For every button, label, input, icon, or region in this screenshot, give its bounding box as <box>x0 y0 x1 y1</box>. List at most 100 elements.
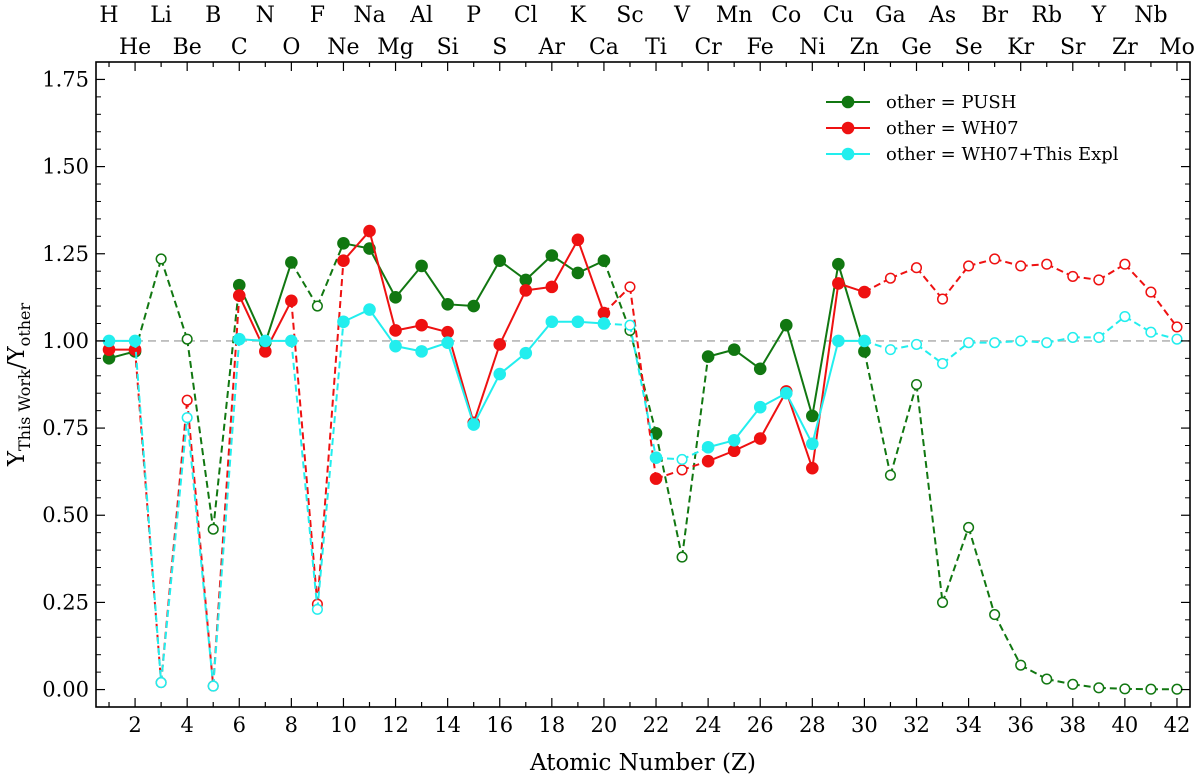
series-segment <box>785 324 814 417</box>
data-point-open <box>207 523 219 535</box>
series-segment-dashed <box>160 417 189 683</box>
element-symbol-al: Al <box>409 3 433 28</box>
element-symbol-k: K <box>570 3 587 28</box>
series-segment <box>525 321 553 354</box>
data-point <box>832 334 845 348</box>
series-segment-dashed <box>628 286 658 479</box>
axis-ticks: 0.000.250.500.751.001.251.501.752 4 6 8 10 12… <box>42 62 1190 737</box>
series-segment <box>420 265 449 305</box>
data-point <box>571 233 585 247</box>
y-axis-label-mid: /Y <box>4 346 30 370</box>
data-point <box>779 318 793 332</box>
data-point-open <box>1171 683 1183 695</box>
element-symbol-ar: Ar <box>538 35 566 60</box>
element-symbol-ca: Ca <box>589 35 619 60</box>
x-tick-label: 4 <box>180 713 193 737</box>
series-segment <box>811 264 840 417</box>
y-tick-label: 1.25 <box>42 242 89 266</box>
data-point <box>493 338 507 351</box>
data-point-open <box>1067 678 1079 690</box>
element-symbol-fe: Fe <box>747 35 774 60</box>
x-tick-label: 26 <box>747 713 774 737</box>
data-point-open <box>1041 258 1053 270</box>
element-symbol-cl: Cl <box>514 3 538 28</box>
data-point <box>701 440 715 454</box>
data-point-open <box>1093 274 1105 286</box>
element-symbol-y: Y <box>1091 3 1107 28</box>
data-point <box>545 315 559 329</box>
element-symbol-li: Li <box>150 3 172 28</box>
series-segment-dashed <box>941 265 970 300</box>
data-point <box>649 472 663 485</box>
data-point-open <box>676 551 688 563</box>
series-segment-dashed <box>212 339 241 687</box>
data-point-open <box>676 464 688 476</box>
data-point <box>285 334 298 348</box>
data-point-open <box>1041 337 1053 349</box>
legend-label: other = WH07+This Expl <box>886 144 1119 165</box>
data-point <box>545 249 559 262</box>
data-point-open <box>1015 659 1027 671</box>
data-point-open <box>1145 286 1157 298</box>
data-point <box>753 432 767 445</box>
series-3 <box>102 303 1183 692</box>
series-segment-dashed <box>290 261 319 307</box>
data-point-open <box>989 337 1001 349</box>
data-point <box>806 437 819 451</box>
element-symbol-si: Si <box>437 35 459 60</box>
series-segment-dashed <box>1124 263 1152 293</box>
y-tick-label: 0.50 <box>42 503 89 527</box>
x-tick-label: 30 <box>851 713 878 737</box>
element-symbol-na: Na <box>353 3 385 28</box>
element-symbol-mg: Mg <box>377 35 414 60</box>
series-segment <box>785 391 814 469</box>
series-segment-dashed <box>863 351 892 476</box>
data-point <box>389 339 402 353</box>
y-tick-label: 0.00 <box>42 678 89 702</box>
element-symbol-se: Se <box>955 35 983 60</box>
data-point <box>753 400 767 414</box>
series-segment <box>446 342 475 425</box>
y-axis-label-main: Y <box>4 450 30 467</box>
x-tick-label: 34 <box>955 713 982 737</box>
series-segment <box>759 324 788 370</box>
data-point-open <box>936 293 949 305</box>
element-symbol-he: He <box>119 35 151 60</box>
series-segment-dashed <box>629 330 657 434</box>
data-point <box>519 273 533 287</box>
data-point <box>858 345 871 358</box>
series-segment <box>368 230 397 331</box>
data-point <box>232 289 246 302</box>
series-segment <box>550 239 579 288</box>
legend-marker <box>841 95 855 109</box>
series-segment-dashed <box>915 267 944 300</box>
series-segment-dashed <box>941 341 970 365</box>
series-segment <box>811 340 840 445</box>
element-symbol-co: Co <box>771 3 801 28</box>
data-point <box>285 256 298 269</box>
data-point <box>389 324 402 337</box>
x-tick-label: 14 <box>434 713 461 737</box>
data-point-open <box>884 272 897 284</box>
data-point <box>259 345 272 358</box>
y-axis-label-sub2: other <box>15 302 34 346</box>
x-tick-label: 22 <box>643 713 670 737</box>
data-point <box>571 315 585 329</box>
x-tick-label: 10 <box>330 713 357 737</box>
data-point-open <box>676 453 688 466</box>
element-symbol-ti: Ti <box>645 35 667 60</box>
x-tick-label: 24 <box>695 713 722 737</box>
data-point-open <box>1119 258 1131 270</box>
series-segment <box>368 248 397 298</box>
data-point-open <box>936 358 949 370</box>
series-segment <box>498 289 527 345</box>
data-point-open <box>1171 321 1183 333</box>
data-point-open <box>989 253 1001 265</box>
data-point-open <box>910 378 923 391</box>
series-segment <box>472 373 501 426</box>
data-point <box>806 409 819 423</box>
data-point <box>832 277 845 290</box>
x-tick-label: 40 <box>1112 713 1139 737</box>
series-segment-dashed <box>655 433 684 558</box>
